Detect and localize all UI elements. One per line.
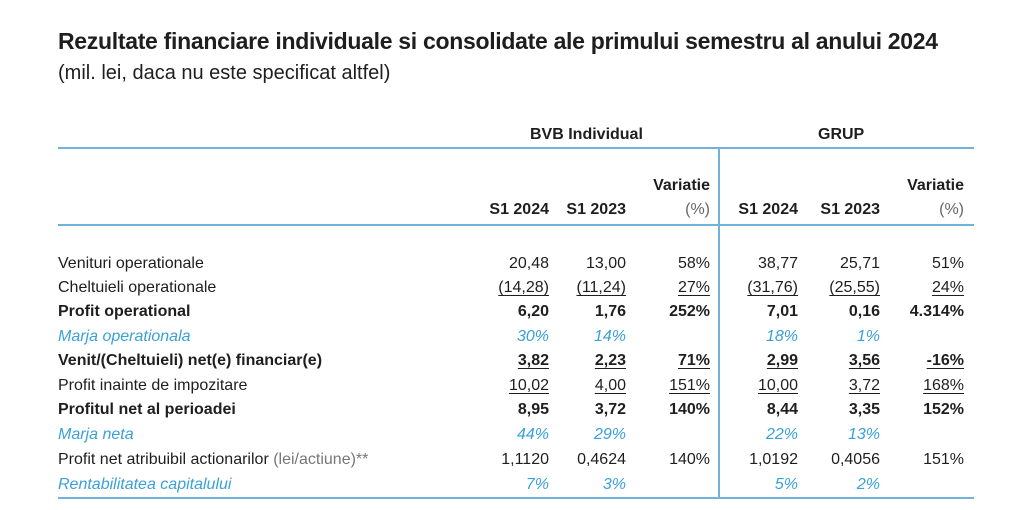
table-row-profit-inainte: Profit inainte de impozitare 10,02 4,00 … [0, 377, 1024, 401]
col-header-s1-2023-grup: S1 2023 [820, 201, 880, 218]
col-header-variatie-unit-individual: (%) [685, 201, 710, 218]
group-label-grup: GRUP [818, 126, 865, 143]
table-row-cheltuieli: Cheltuieli operationale (14,28) (11,24) … [0, 279, 1024, 303]
cell-s1-2024-individual: 1,1120 [501, 451, 549, 468]
cell-variatie-individual: 151% [669, 377, 710, 394]
cell-s1-2023-individual: (11,24) [576, 279, 626, 296]
cell-variatie-individual: 71% [677, 352, 710, 369]
cell-s1-2024-individual: (14,28) [498, 279, 549, 296]
row-label: Profitul net al perioadei [58, 401, 236, 418]
cell-variatie-grup: 51% [931, 255, 964, 272]
cell-s1-2023-grup: 25,71 [839, 255, 880, 272]
cell-s1-2023-grup: 13% [847, 426, 880, 443]
cell-s1-2024-individual: 20,48 [508, 255, 549, 272]
row-label: Marja neta [58, 426, 134, 443]
page-title: Rezultate financiare individuale si cons… [58, 28, 938, 54]
table-row-rentabilitate: Rentabilitatea capitalului 7% 3% 5% 2% [0, 476, 1024, 500]
cell-variatie-individual: 140% [669, 401, 710, 418]
cell-s1-2023-individual: 14% [593, 328, 626, 345]
cell-s1-2023-grup: 0,4056 [831, 451, 880, 468]
cell-s1-2024-grup: 7,01 [766, 303, 798, 320]
cell-s1-2024-individual: 7% [525, 476, 549, 493]
cell-s1-2024-grup: 18% [765, 328, 798, 345]
row-label: Venit/(Cheltuieli) net(e) financiar(e) [58, 352, 323, 369]
table-row-marja-operationala: Marja operationala 30% 14% 18% 1% [0, 328, 1024, 352]
cell-variatie-grup: -16% [926, 352, 964, 369]
cell-s1-2024-grup: 5% [774, 476, 798, 493]
cell-s1-2024-individual: 44% [516, 426, 549, 443]
cell-s1-2023-individual: 29% [593, 426, 626, 443]
cell-s1-2023-individual: 3,72 [594, 401, 626, 418]
row-label: Profit operational [58, 303, 191, 320]
cell-variatie-individual: 252% [669, 303, 710, 320]
table-row-profit-operational: Profit operational 6,20 1,76 252% 7,01 0… [0, 303, 1024, 327]
group-separator [718, 147, 720, 498]
cell-s1-2024-grup: 38,77 [757, 255, 798, 272]
cell-variatie-individual: 140% [669, 451, 710, 468]
table-row-financiar: Venit/(Cheltuieli) net(e) financiar(e) 3… [0, 352, 1024, 376]
row-label-suffix: (lei/actiune)** [273, 451, 369, 468]
cell-s1-2024-individual: 6,20 [517, 303, 549, 320]
cell-s1-2023-grup: 3,72 [848, 377, 880, 394]
cell-s1-2024-grup: 10,00 [757, 377, 798, 394]
cell-s1-2024-individual: 10,02 [508, 377, 549, 394]
cell-s1-2023-grup: 2% [856, 476, 880, 493]
col-header-variatie-grup: Variatie [907, 177, 964, 194]
cell-s1-2024-grup: 22% [765, 426, 798, 443]
cell-variatie-grup: 168% [923, 377, 964, 394]
col-header-s1-2023-individual: S1 2023 [566, 201, 626, 218]
cell-s1-2023-individual: 3% [602, 476, 626, 493]
row-label: Venituri operationale [58, 255, 204, 272]
page-subtitle: (mil. lei, daca nu este specificat altfe… [58, 62, 391, 84]
row-label: Profit net atribuibil actionarilor (lei/… [58, 451, 368, 469]
cell-s1-2023-individual: 0,4624 [577, 451, 626, 468]
cell-s1-2024-grup: 1,0192 [749, 451, 798, 468]
row-label: Rentabilitatea capitalului [58, 476, 232, 493]
cell-s1-2023-individual: 2,23 [594, 352, 626, 369]
cell-variatie-individual: 27% [677, 279, 710, 296]
cell-s1-2024-grup: (31,76) [747, 279, 798, 296]
col-header-variatie-unit-grup: (%) [939, 201, 964, 218]
cell-s1-2024-individual: 30% [516, 328, 549, 345]
rule-header-bottom [58, 224, 974, 226]
cell-s1-2024-individual: 8,95 [517, 401, 549, 418]
cell-s1-2024-grup: 8,44 [766, 401, 798, 418]
cell-variatie-grup: 4.314% [909, 303, 964, 320]
table-row-profit-net: Profitul net al perioadei 8,95 3,72 140%… [0, 401, 1024, 425]
row-label: Marja operationala [58, 328, 191, 345]
rule-bottom [58, 497, 974, 499]
col-header-s1-2024-individual: S1 2024 [489, 201, 549, 218]
cell-s1-2023-grup: 3,56 [848, 352, 880, 369]
cell-variatie-grup: 24% [931, 279, 964, 296]
rule-top [58, 147, 974, 149]
cell-variatie-grup: 151% [923, 451, 964, 468]
cell-s1-2024-individual: 3,82 [517, 352, 549, 369]
cell-variatie-grup: 152% [923, 401, 964, 418]
cell-s1-2023-grup: 3,35 [848, 401, 880, 418]
group-label-individual: BVB Individual [530, 126, 643, 143]
row-label: Cheltuieli operationale [58, 279, 217, 296]
cell-s1-2023-individual: 1,76 [594, 303, 626, 320]
cell-s1-2023-grup: (25,55) [829, 279, 880, 296]
col-header-s1-2024-grup: S1 2024 [738, 201, 798, 218]
cell-variatie-individual: 58% [677, 255, 710, 272]
table-row-venituri: Venituri operationale 20,48 13,00 58% 38… [0, 255, 1024, 279]
col-header-variatie-individual: Variatie [653, 177, 710, 194]
row-label: Profit inainte de impozitare [58, 377, 248, 394]
cell-s1-2023-individual: 13,00 [585, 255, 626, 272]
cell-s1-2023-grup: 0,16 [848, 303, 880, 320]
cell-s1-2023-grup: 1% [856, 328, 880, 345]
cell-s1-2023-individual: 4,00 [594, 377, 626, 394]
row-label-main: Profit net atribuibil actionarilor [58, 451, 269, 468]
table-row-marja-neta: Marja neta 44% 29% 22% 13% [0, 426, 1024, 450]
cell-s1-2024-grup: 2,99 [766, 352, 798, 369]
table-row-profit-atribuibil: Profit net atribuibil actionarilor (lei/… [0, 451, 1024, 475]
